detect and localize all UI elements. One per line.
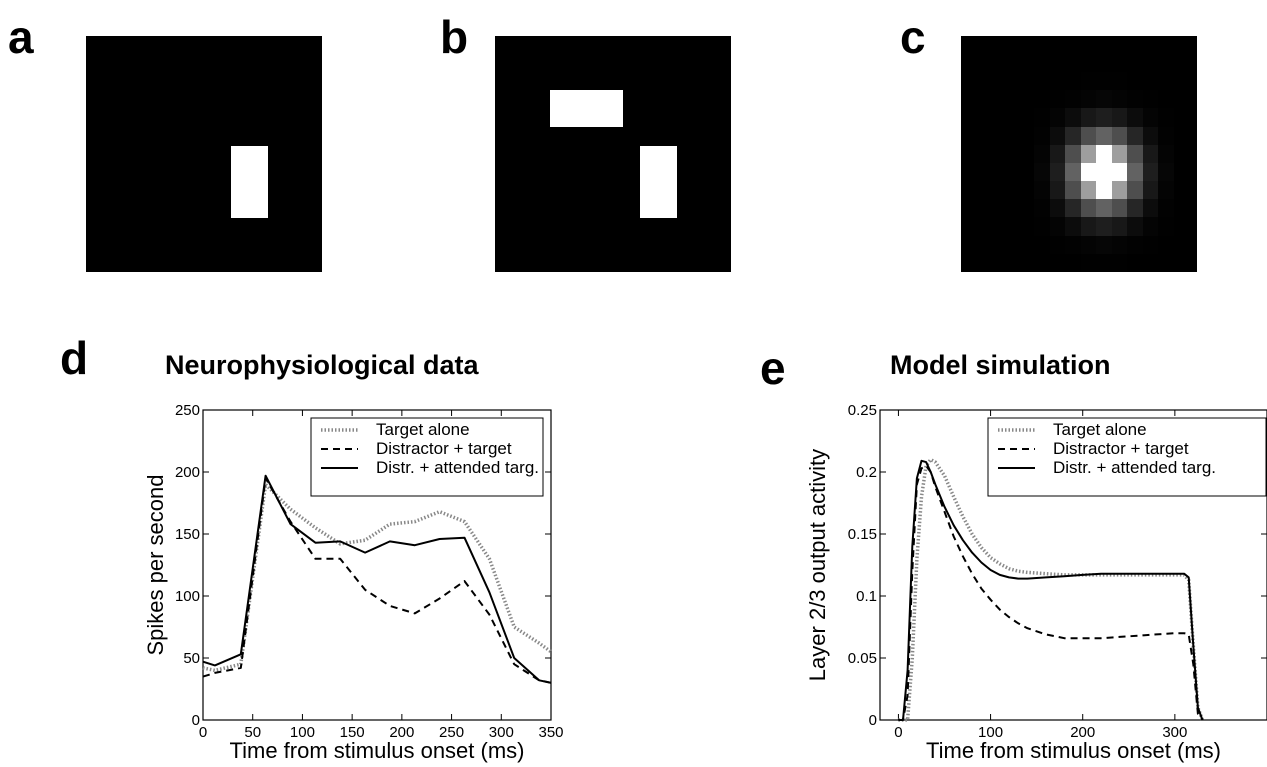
series-line-0 [202,482,553,673]
legend-label-0: Target alone [376,420,470,439]
y-tick-label: 0 [192,712,200,729]
x-tick-label: 100 [290,724,315,741]
x-tick-label: 100 [978,724,1003,741]
attention-gaussian [1034,72,1174,272]
stimulus-c-attention-field [961,36,1197,272]
y-tick-label: 150 [175,526,200,543]
x-tick-label: 350 [538,724,563,741]
y-tick-label: 50 [183,650,200,667]
series-line-1 [202,477,552,684]
x-tick-label: 150 [340,724,365,741]
y-tick-label: 0.15 [848,526,877,543]
panel-label-d: d [60,332,89,384]
x-axis-label: Time from stimulus onset (ms) [926,738,1221,763]
y-axis-label: Spikes per second [143,475,168,656]
y-tick-label: 0.1 [856,588,877,605]
x-axis-label: Time from stimulus onset (ms) [229,738,524,763]
x-tick-label: 200 [1070,724,1095,741]
series-line-2 [898,459,1204,721]
plot-frame [202,409,552,721]
legend-label-2: Distr. + attended targ. [376,458,539,477]
y-tick-label: 0.05 [848,650,877,667]
panel-label-a: a [8,11,34,63]
panel-label-c: c [900,11,926,63]
target-bar [231,146,268,218]
chart-d-title: Neurophysiological data [165,350,479,380]
legend-label-0: Target alone [1053,420,1147,439]
panel-label-e: e [760,342,786,394]
x-tick-label: 300 [1162,724,1187,741]
series-line-2 [202,474,552,684]
x-tick-label: 200 [389,724,414,741]
y-tick-label: 100 [175,588,200,605]
x-tick-label: 50 [244,724,261,741]
y-axis-label: Layer 2/3 output activity [805,449,830,681]
y-tick-label: 0.25 [848,402,877,419]
stimulus-a-target-alone [86,36,322,272]
plot-frame [879,409,1267,721]
series-line-0 [898,457,1205,722]
x-tick-label: 250 [439,724,464,741]
legend-label-1: Distractor + target [1053,439,1189,458]
y-tick-label: 0.2 [856,464,877,481]
target-bar [640,146,677,218]
legend-label-2: Distr. + attended targ. [1053,458,1216,477]
stimulus-b-distractor-and-target [495,36,731,272]
chart-e-title: Model simulation [890,350,1111,380]
legend-label-1: Distractor + target [376,439,512,458]
chart-model-simulation: 0 100 200 300 0 0.05 0.1 0.15 0.2 0.25 Time from s… [805,402,1267,763]
distractor-bar [550,90,623,127]
panel-label-b: b [440,11,469,63]
x-tick-label: 0 [199,724,207,741]
y-tick-label: 0 [869,712,877,729]
x-tick-label: 300 [489,724,514,741]
y-tick-label: 250 [175,402,200,419]
x-tick-label: 0 [894,724,902,741]
series-line-1 [898,464,1204,721]
y-tick-label: 200 [175,464,200,481]
